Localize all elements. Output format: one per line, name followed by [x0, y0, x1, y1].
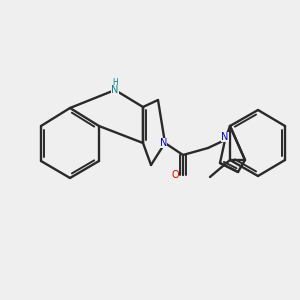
Text: N: N — [160, 138, 167, 148]
Text: N: N — [111, 85, 119, 95]
Text: O: O — [172, 170, 179, 180]
Text: N: N — [221, 132, 229, 142]
Text: H: H — [112, 78, 118, 87]
